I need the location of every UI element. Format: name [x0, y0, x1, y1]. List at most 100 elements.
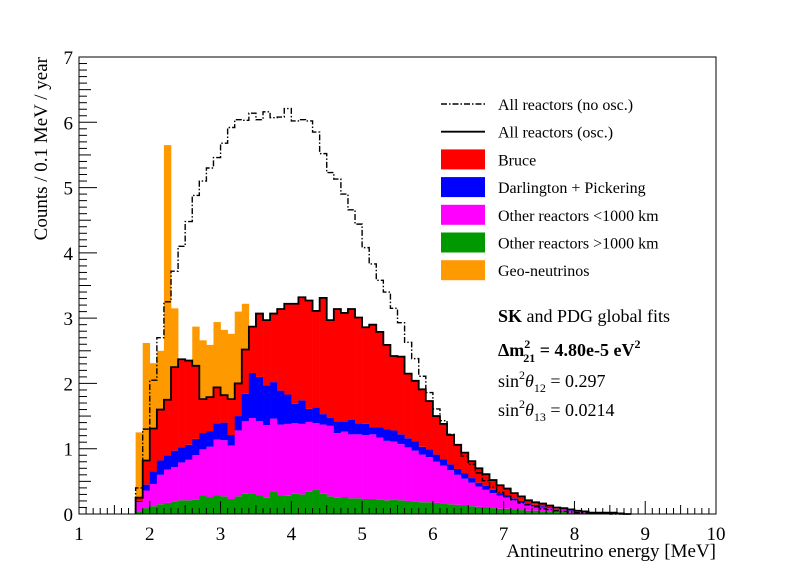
bar-bruce [333, 309, 342, 422]
legend-swatch [441, 149, 485, 170]
bar-other-reactors-1000-km [461, 478, 469, 506]
bar-other-reactors-1000-km [454, 474, 462, 505]
bar-other-reactors-1000-km [517, 502, 526, 511]
bar-darlington-pickering [489, 489, 497, 494]
bar-bruce [248, 326, 257, 373]
bar-other-reactors-1000-km [163, 469, 172, 503]
bar-darlington-pickering [340, 421, 349, 432]
bar-bruce [425, 401, 434, 450]
bar-other-reactors-1000-km [305, 491, 313, 514]
bar-other-reactors-1000-km [270, 491, 278, 514]
annotation-sin2-theta12: sin2θ12 = 0.297 [498, 368, 606, 395]
bar-other-reactors-1000-km [475, 486, 483, 507]
bar-darlington-pickering [454, 468, 462, 475]
bar-bruce [199, 399, 207, 434]
x-tick-label: 7 [499, 524, 509, 545]
bar-bruce [439, 423, 448, 460]
bar-bruce [319, 297, 328, 415]
bar-other-reactors-1000-km [390, 441, 398, 500]
bar-other-reactors-1000-km [411, 450, 420, 502]
bar-other-reactors-1000-km [454, 504, 462, 514]
legend-label: All reactors (osc.) [498, 125, 613, 142]
bar-other-reactors-1000-km [510, 509, 519, 514]
bar-other-reactors-1000-km [461, 505, 469, 514]
bar-bruce [397, 356, 405, 435]
bar-bruce [234, 383, 243, 417]
bar-darlington-pickering [468, 478, 476, 483]
bar-bruce [312, 310, 320, 408]
bar-other-reactors-1000-km [142, 508, 151, 514]
bar-bruce [475, 468, 483, 483]
bar-geo-neutrinos [135, 432, 143, 498]
bar-bruce [142, 460, 151, 485]
bar-darlington-pickering [432, 454, 441, 462]
bar-other-reactors-1000-km [255, 421, 264, 496]
bar-darlington-pickering [326, 418, 335, 426]
bar-bruce [510, 493, 519, 499]
x-tick-label: 2 [145, 524, 155, 545]
legend-swatch [441, 260, 485, 281]
bar-bruce [362, 327, 370, 424]
legend-label: Geo-neutrinos [498, 263, 590, 280]
bar-bruce [305, 300, 313, 409]
bar-geo-neutrinos [171, 308, 179, 368]
bar-darlington-pickering [149, 471, 158, 484]
bar-darlington-pickering [319, 414, 328, 425]
legend-label: Bruce [498, 152, 536, 169]
x-tick-label: 3 [216, 524, 226, 545]
bar-bruce [220, 395, 228, 423]
bar-bruce [178, 359, 186, 448]
bar-other-reactors-1000-km [383, 440, 391, 501]
bar-other-reactors-1000-km [312, 423, 320, 490]
bar-other-reactors-1000-km [560, 512, 568, 514]
bar-other-reactors-1000-km [432, 461, 441, 503]
bar-other-reactors-1000-km [241, 493, 250, 514]
legend-entry: Darlington + Pickering [441, 177, 646, 198]
bar-bruce [347, 309, 356, 420]
bar-geo-neutrinos [227, 333, 236, 400]
bar-other-reactors-1000-km [270, 418, 278, 492]
bar-other-reactors-1000-km [539, 511, 547, 514]
bar-darlington-pickering [277, 390, 285, 425]
bar-other-reactors-1000-km [255, 495, 264, 514]
legend-entry: All reactors (no osc.) [441, 97, 633, 114]
bar-darlington-pickering [475, 482, 483, 487]
legend-entry: Other reactors >1000 km [441, 232, 659, 253]
legend-label: Other reactors >1000 km [498, 236, 659, 253]
bar-other-reactors-1000-km [326, 425, 335, 497]
bar-other-reactors-1000-km [171, 466, 179, 502]
bar-other-reactors-1000-km [489, 493, 497, 509]
bar-darlington-pickering [517, 500, 526, 503]
bar-other-reactors-1000-km [149, 483, 158, 507]
bar-other-reactors-1000-km [418, 454, 427, 503]
bar-other-reactors-1000-km [553, 512, 561, 514]
bar-other-reactors-1000-km [263, 425, 271, 498]
bar-other-reactors-1000-km [340, 497, 349, 514]
bar-other-reactors-1000-km [156, 504, 165, 514]
bar-other-reactors-1000-km [192, 499, 200, 514]
bar-other-reactors-1000-km [369, 434, 377, 499]
bar-bruce [517, 496, 526, 501]
x-axis-title: Antineutrino energy [MeV] [506, 541, 716, 562]
bar-other-reactors-1000-km [178, 462, 186, 501]
bar-darlington-pickering [163, 455, 172, 470]
bar-other-reactors-1000-km [142, 490, 151, 509]
bar-geo-neutrinos [220, 329, 228, 396]
legend-swatch [441, 204, 485, 225]
bar-other-reactors-1000-km [503, 497, 512, 509]
bar-darlington-pickering [411, 441, 420, 451]
bar-other-reactors-1000-km [178, 500, 186, 514]
bar-other-reactors-1000-km [475, 506, 483, 514]
annotation-fit-source: SK and PDG global fits [498, 306, 670, 326]
bar-other-reactors-1000-km [333, 433, 342, 498]
bar-other-reactors-1000-km [425, 457, 434, 503]
bar-other-reactors-1000-km [546, 511, 554, 514]
bar-other-reactors-1000-km [305, 421, 313, 492]
bar-darlington-pickering [425, 449, 434, 458]
bar-darlington-pickering [347, 419, 356, 435]
bar-geo-neutrinos [199, 340, 207, 400]
bar-other-reactors-1000-km [171, 501, 179, 514]
bar-other-reactors-1000-km [163, 502, 172, 514]
bar-other-reactors-1000-km [567, 512, 575, 514]
bar-other-reactors-1000-km [468, 506, 476, 514]
